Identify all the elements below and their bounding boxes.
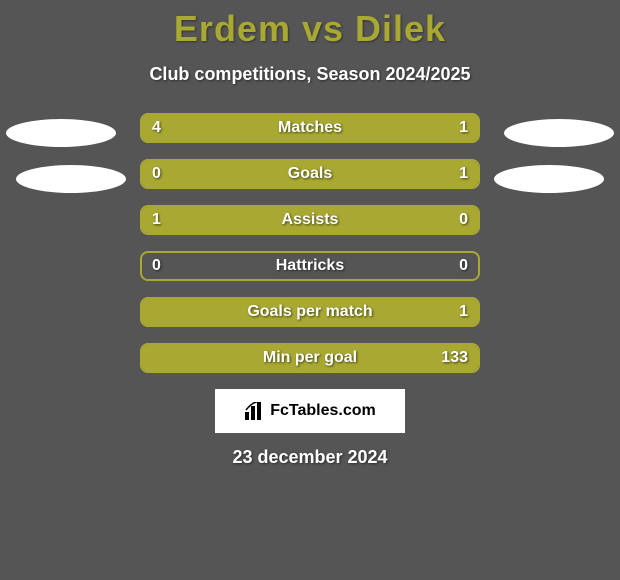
player-left-ellipse-2: [16, 165, 126, 193]
bar-fill-left: [142, 161, 209, 187]
bar-chart-icon: [244, 402, 264, 420]
bar-fill-right: [142, 345, 478, 371]
stat-row: 0Goals1: [140, 159, 480, 189]
stat-row: Min per goal133: [140, 343, 480, 373]
page-title: Erdem vs Dilek: [0, 0, 620, 50]
stat-row: 0Hattricks0: [140, 251, 480, 281]
bar-fill-left: [142, 207, 478, 233]
bars-container: 4Matches1 0Goals1 1Assists0 0Hattricks0 Goal…: [140, 113, 480, 373]
player-left-ellipse-1: [6, 119, 116, 147]
stat-value-left: 0: [152, 253, 161, 279]
stat-row: Goals per match1: [140, 297, 480, 327]
fctables-logo: FcTables.com: [215, 389, 405, 433]
player-right-ellipse-2: [494, 165, 604, 193]
subtitle: Club competitions, Season 2024/2025: [0, 64, 620, 85]
stat-row: 1Assists0: [140, 205, 480, 235]
bar-fill-right: [209, 161, 478, 187]
date-label: 23 december 2024: [0, 447, 620, 468]
bar-fill-left: [142, 115, 411, 141]
logo-text: FcTables.com: [270, 402, 376, 420]
stat-value-right: 0: [459, 253, 468, 279]
stat-label: Hattricks: [142, 253, 478, 279]
bar-fill-right: [411, 115, 478, 141]
stat-row: 4Matches1: [140, 113, 480, 143]
bar-fill-right: [142, 299, 478, 325]
comparison-chart: 4Matches1 0Goals1 1Assists0 0Hattricks0 Goal…: [0, 113, 620, 373]
player-right-ellipse-1: [504, 119, 614, 147]
